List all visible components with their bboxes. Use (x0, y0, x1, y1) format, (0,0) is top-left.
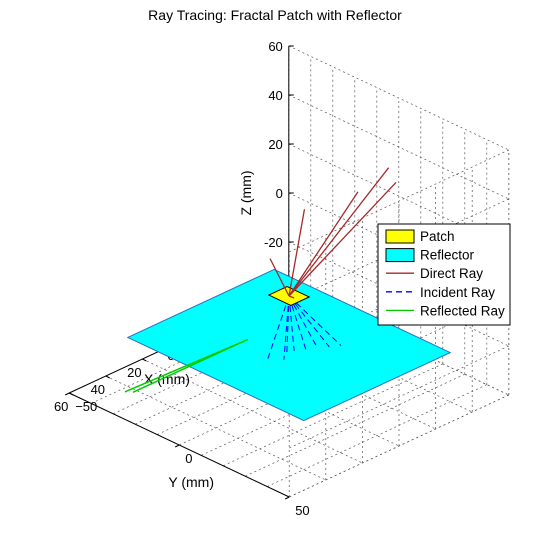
direct-ray (288, 191, 359, 297)
chart-title: Ray Tracing: Fractal Patch with Reflecto… (148, 7, 402, 23)
x-tick-label: 60 (54, 399, 68, 414)
grid-line (289, 149, 509, 253)
legend-label: Direct Ray (420, 266, 483, 281)
grid-line (288, 94, 509, 200)
direct-ray (269, 258, 290, 297)
x-tick (105, 375, 111, 379)
z-axis-label: Z (mm) (238, 170, 254, 215)
x-tick (142, 358, 147, 362)
grid-line (105, 375, 326, 481)
y-tick-label: 50 (295, 503, 309, 518)
incident-ray (283, 295, 290, 360)
incident-ray (288, 295, 342, 346)
incident-ray (288, 295, 330, 348)
direct-ray (288, 167, 390, 297)
incident-ray (288, 295, 295, 351)
legend-label: Reflector (420, 248, 475, 263)
legend-label: Incident Ray (420, 285, 495, 300)
legend-label: Reflected Ray (420, 303, 505, 318)
legend-swatch (385, 248, 415, 263)
grid-line (142, 358, 363, 464)
z-tick-label: 60 (268, 39, 282, 54)
z-tick-label: 0 (276, 186, 283, 201)
grid-line (289, 394, 509, 498)
y-tick (64, 392, 70, 396)
legend-swatch (385, 229, 415, 244)
x-axis-label: X (mm) (144, 371, 190, 387)
z-tick-label: -20 (264, 235, 283, 250)
grid-line (288, 143, 509, 249)
y-tick-label: 0 (185, 451, 192, 466)
grid-line (223, 363, 443, 467)
x-tick (68, 392, 74, 396)
incident-ray (267, 295, 290, 360)
direct-ray (288, 181, 397, 297)
y-tick (284, 496, 290, 500)
grid-line (267, 384, 487, 487)
x-tick-label: 20 (127, 365, 141, 380)
legend-label: Patch (420, 229, 455, 244)
data-layer (124, 167, 452, 422)
y-axis-label: Y (mm) (168, 474, 214, 490)
y-tick-label: −50 (75, 399, 97, 414)
z-tick-label: 40 (268, 88, 282, 103)
direct-ray (288, 295, 295, 299)
z-tick-label: 20 (268, 137, 282, 152)
y-axis-line (68, 392, 290, 498)
grid-line (289, 345, 509, 449)
grid-line (288, 45, 509, 151)
grid-line (245, 373, 465, 477)
reflected-ray (124, 340, 245, 393)
x-tick-label: 40 (91, 382, 105, 397)
direct-ray (288, 209, 306, 297)
legend: Patch Reflector Direct Ray Incident Ray Refl… (377, 223, 511, 326)
y-tick (174, 444, 180, 448)
